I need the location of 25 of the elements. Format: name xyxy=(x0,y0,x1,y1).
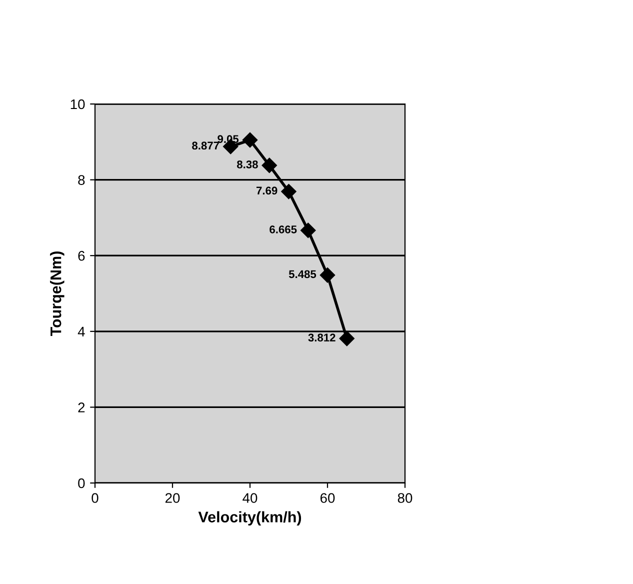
point xyxy=(281,184,296,200)
x-tick-label: 0 xyxy=(92,493,98,503)
y-tick-label: 4 xyxy=(78,326,85,336)
point xyxy=(320,268,336,283)
y-tick-label: 2 xyxy=(78,402,85,412)
data-label: 8.38 xyxy=(236,160,258,168)
data-label: 7.69 xyxy=(256,186,278,195)
point xyxy=(339,330,354,346)
y-tick-label: 0 xyxy=(78,478,85,488)
y-tick-label: 10 xyxy=(70,99,85,110)
x-tick-label: 40 xyxy=(242,493,258,503)
y-tick-label: 6 xyxy=(78,250,85,261)
y-axis-title: Tourqe(Nm) xyxy=(50,252,64,336)
data-label: 6.665 xyxy=(270,226,297,234)
y-tick-label: 8 xyxy=(78,175,85,185)
data-label: 3.812 xyxy=(308,334,336,342)
x-axis-title: Velocity(km/h) xyxy=(198,511,302,526)
x-tick-label: 20 xyxy=(165,493,180,503)
x-tick-label: 60 xyxy=(320,493,335,503)
point xyxy=(262,158,277,173)
point xyxy=(300,222,316,238)
data-label: 8.877 xyxy=(192,142,220,150)
data-label: 5.485 xyxy=(288,270,316,278)
point xyxy=(242,132,258,148)
x-tick-label: 80 xyxy=(398,493,412,503)
